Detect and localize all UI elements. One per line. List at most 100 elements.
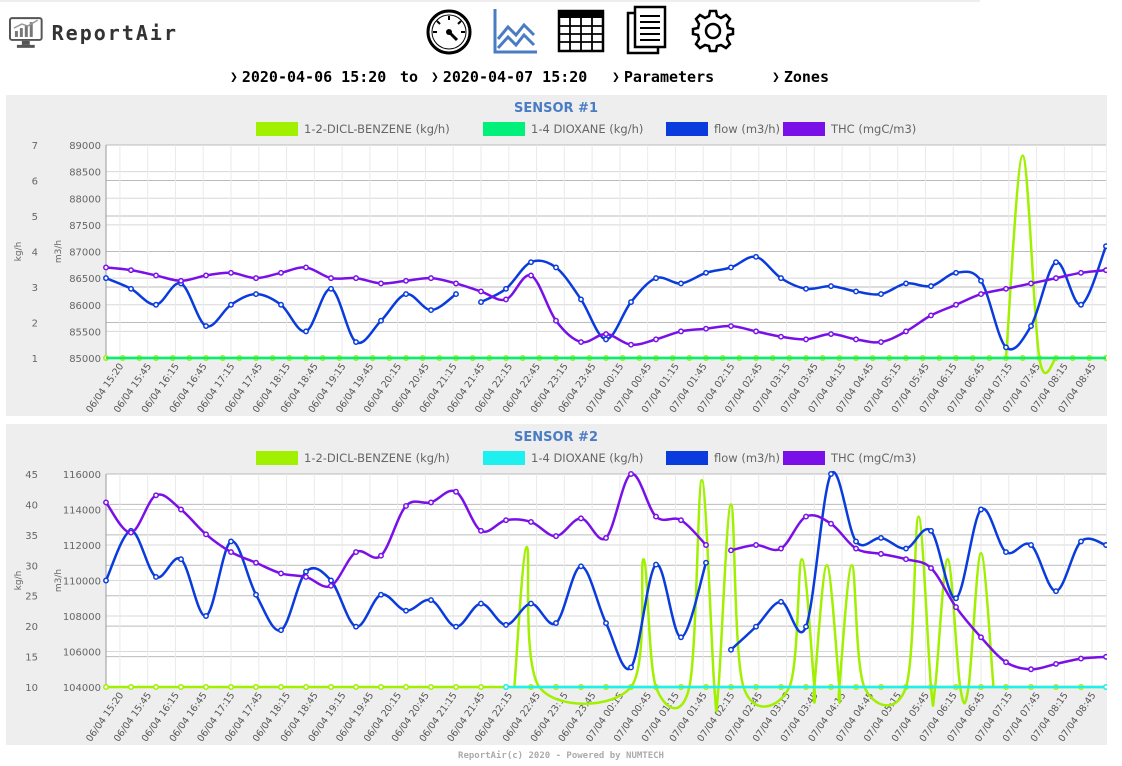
data-point [728,323,734,330]
legend-label: THC (mgC/m3) [830,451,916,465]
table-button[interactable] [556,4,606,56]
data-point [753,253,759,260]
y2-tick-label: 89000 [69,141,101,152]
y2-axis-label: m3/h [54,569,64,592]
data-point [778,333,784,340]
data-point [678,280,684,287]
legend-label: THC (mgC/m3) [830,122,916,136]
data-point [403,503,409,509]
data-point [803,336,809,343]
data-point [728,646,734,653]
data-point [928,527,934,534]
data-point [853,538,859,545]
parameters-dropdown[interactable]: ❯ Parameters [612,68,714,86]
start-date-dropdown[interactable]: ❯ 2020-04-06 15:20 [230,68,386,86]
data-point [578,563,584,570]
data-point [153,301,159,308]
data-point [803,513,809,520]
data-point [503,285,509,292]
data-point [603,620,609,627]
data-point [328,582,334,589]
sensor-1-chart: SENSOR #1 1-2-DICL-BENZENE (kg/h) 1-4 DIOX… [14,101,1107,415]
data-point [553,317,559,324]
zones-dropdown[interactable]: ❯ Zones [772,68,829,86]
legend-swatch [783,451,825,465]
data-point [478,600,484,607]
data-point [753,328,759,335]
report-button[interactable] [622,4,672,56]
data-point [1003,659,1009,666]
y1-tick-label: 4 [32,248,38,259]
legend-label: 1-4 DIOXANE (kg/h) [531,451,643,465]
data-point [1053,660,1059,667]
data-point [253,684,259,690]
data-point [903,556,909,563]
data-point [178,277,184,284]
chart-title: SENSOR #2 [514,430,598,445]
data-point [378,684,384,690]
data-point [228,301,234,308]
sensor-2-chart: SENSOR #2 1-2-DICL-BENZENE (kg/h) 1-4 DIOX… [14,430,1107,744]
data-point [203,323,209,330]
data-point [1078,301,1084,308]
data-point [328,285,334,292]
data-point [353,339,359,345]
data-point [503,621,509,628]
y2-tick-label: 86000 [69,301,101,312]
y1-axis-label: kg/h [14,242,24,262]
data-point [678,328,684,335]
data-point [978,634,984,641]
data-point [653,561,659,568]
legend-swatch [666,451,708,465]
data-point [828,331,834,337]
data-point [553,533,559,540]
data-point [828,471,834,477]
y2-tick-label: 85500 [69,327,101,338]
data-point [103,577,109,584]
data-point [153,684,159,690]
y2-tick-label: 87000 [69,248,101,259]
data-point [153,492,159,499]
data-point [453,291,459,298]
data-point [703,542,709,548]
y2-tick-label: 112000 [63,541,101,552]
data-point [178,556,184,563]
data-point [228,538,234,545]
legend-label: flow (m3/h) [714,451,780,465]
data-point [128,684,134,690]
data-point [1103,243,1107,250]
data-point [103,499,109,506]
settings-button[interactable] [688,4,738,56]
data-point [353,684,359,690]
chevron-down-icon: ❯ [431,69,439,85]
data-point [628,299,634,306]
data-point [953,269,959,276]
series-line [730,470,1107,651]
data-point [528,518,534,525]
data-point [803,285,809,292]
dashboard-button[interactable] [424,4,474,56]
data-point [478,299,484,306]
data-point [603,336,609,343]
app-logo[interactable]: ReportAir [8,12,178,54]
data-point [303,574,309,580]
data-point [303,328,309,335]
y1-tick-label: 45 [25,470,38,481]
data-point [1053,588,1059,595]
end-date-dropdown[interactable]: ❯ 2020-04-07 15:20 [431,68,587,86]
data-point [1003,285,1009,292]
zones-label: Zones [783,68,829,86]
data-point [903,545,909,552]
data-point [303,264,309,271]
data-point [303,684,309,690]
charts-button[interactable] [490,4,540,56]
chart-title: SENSOR #1 [514,101,598,116]
data-point [178,684,184,690]
table-icon [557,9,605,53]
data-point [878,291,884,298]
data-point [428,684,434,690]
top-border [0,0,980,2]
app-name: ReportAir [51,21,178,45]
main-toolbar [424,4,738,56]
y2-tick-label: 108000 [63,612,101,623]
